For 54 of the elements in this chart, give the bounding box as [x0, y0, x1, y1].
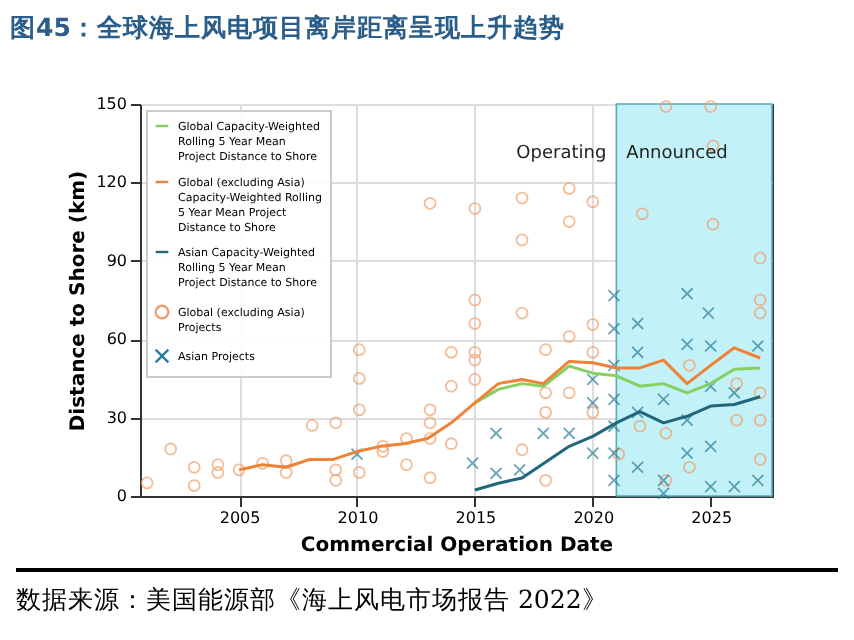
y-tick-label: 150	[96, 95, 127, 113]
point	[489, 466, 503, 480]
point	[751, 339, 765, 353]
point	[607, 322, 621, 336]
point	[701, 306, 715, 320]
point	[607, 289, 621, 302]
point	[631, 345, 644, 359]
x-tick-label: 2010	[337, 509, 379, 527]
y-tick-label: 90	[106, 251, 127, 270]
point	[466, 456, 479, 470]
point	[586, 396, 600, 410]
point	[489, 426, 503, 440]
y-tick-label: 120	[96, 173, 127, 192]
point	[704, 480, 718, 493]
point	[751, 473, 765, 487]
point	[607, 392, 621, 406]
y-axis-title: Distance to Shore (km)	[68, 170, 91, 432]
y-tick-label: 0	[116, 487, 127, 505]
x-tick-label: 2025	[691, 509, 733, 527]
point	[607, 419, 621, 433]
y-tick-label: 30	[106, 408, 127, 427]
point	[536, 426, 550, 440]
point	[607, 358, 621, 372]
point	[680, 446, 694, 460]
point	[727, 386, 741, 400]
point	[704, 339, 718, 353]
point	[631, 406, 644, 419]
annotation: Operating	[516, 144, 607, 164]
y-tick-label: 60	[106, 330, 127, 349]
point	[680, 287, 694, 301]
point	[704, 379, 718, 393]
point	[607, 446, 621, 460]
chart-title: 图45：全球海上风电项目离岸距离呈现上升趋势	[10, 12, 565, 46]
x-tick-label: 2020	[573, 509, 615, 527]
x-tick-label: 2015	[455, 509, 497, 527]
point	[607, 473, 621, 487]
point	[657, 392, 670, 406]
point	[680, 338, 694, 351]
x-tick-label: 2005	[219, 509, 261, 527]
point	[350, 447, 364, 461]
point	[513, 463, 527, 477]
point	[631, 317, 644, 330]
point	[586, 373, 600, 386]
band-label: Announced	[626, 144, 728, 164]
point	[631, 460, 644, 474]
source-note: 数据来源：美国能源部《海上风电市场报告 2022》	[16, 568, 838, 618]
point	[562, 426, 576, 440]
point	[586, 446, 600, 460]
line-series	[473, 364, 762, 405]
point	[680, 413, 694, 427]
point	[704, 439, 718, 453]
x-axis-title: Commercial Operation Date	[300, 535, 614, 557]
point	[727, 480, 741, 493]
line-series	[473, 395, 762, 492]
